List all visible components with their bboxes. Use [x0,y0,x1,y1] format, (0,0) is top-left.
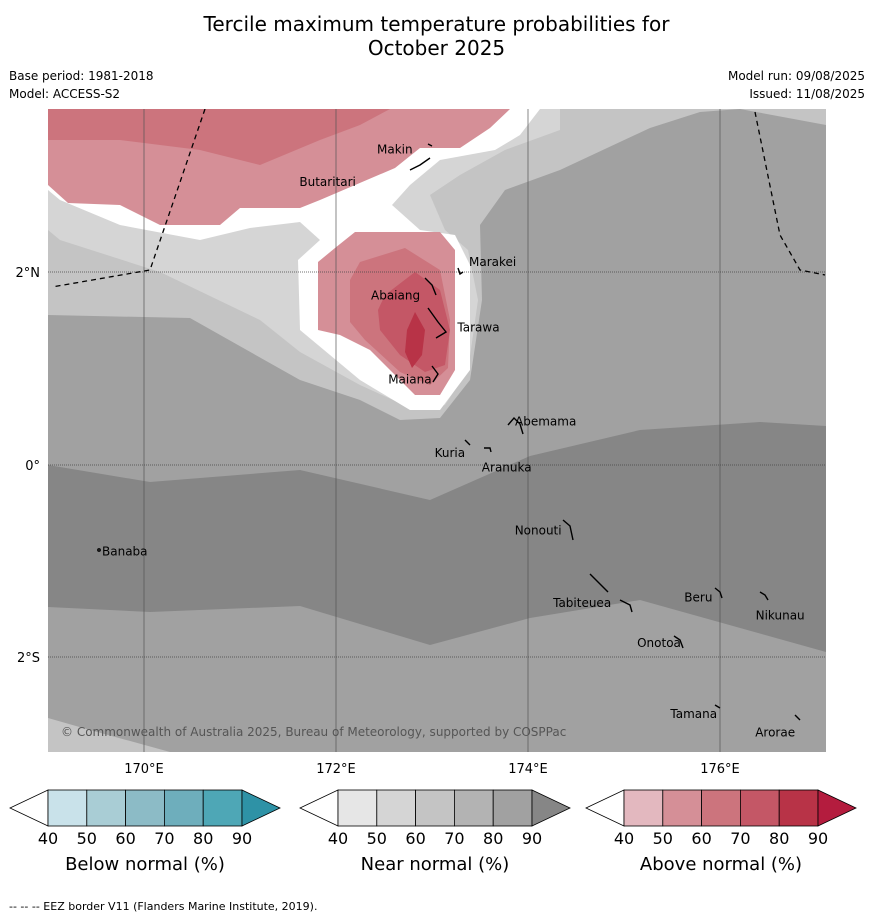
map-figure: Makin Butaritari Marakei Abaiang Tarawa Maian… [9,109,857,848]
colorbar-segment [337,789,378,827]
title-line-1: Tercile maximum temperature probabilitie… [203,12,670,36]
colorbar-segment [47,789,88,827]
base-period: Base period: 1981-2018 [9,69,154,83]
gridlines [143,109,721,752]
place-labels: Makin Butaritari Marakei Abaiang Tarawa Maian… [102,142,805,739]
colorbar-tick-label: 70 [154,829,174,848]
place-label-beru: Beru [684,591,712,605]
colorbar-tick-label: 90 [232,829,252,848]
colorbar-segment [453,789,494,827]
colorbar-high-extension [241,789,281,827]
colorbar-tick-label: 70 [730,829,750,848]
lat-tick-label: 0° [25,459,40,474]
lat-tick-label: 2°S [17,651,40,666]
place-label-tarawa: Tarawa [456,321,499,335]
colorbar-segment [662,789,702,827]
colorbar-segment [415,789,455,827]
lat-tick-labels: 2°N 0° 2°S [16,266,41,666]
model-run: Model run: 09/08/2025 [727,69,865,83]
contour-above-50-north [48,109,390,165]
eez-footer-note: -- -- -- EEZ border V11 (Flanders Marine… [9,900,318,913]
model-name: Model: ACCESS-S2 [9,87,121,101]
colorbar-tick-label: 40 [38,829,58,848]
copyright-notice: © Commonwealth of Australia 2025, Bureau… [61,725,566,739]
colorbar-tick-label: 50 [653,829,673,848]
colorbar-segment [623,789,664,827]
lon-tick-label: 174°E [508,762,548,777]
lon-tick-label: 170°E [124,762,164,777]
lon-tick-label: 172°E [316,762,356,777]
colorbar-low-extension [299,789,339,827]
place-label-onotoa: Onotoa [637,636,681,650]
colorbar-tick-label: 60 [115,829,135,848]
colorbar-segment [376,789,416,827]
figure-title: Tercile maximum temperature probabilitie… [0,12,873,60]
colorbar-tick-label: 80 [769,829,789,848]
colorbars: 40 50 60 70 80 90 40 50 60 70 80 90 40 50 60 70 80 90 [9,789,857,848]
place-label-abemama: Abemama [515,415,576,429]
colorbar-tick-label: 50 [77,829,97,848]
place-label-tabiteuea: Tabiteuea [552,596,611,610]
colorbar-segment [125,789,165,827]
colorbar-segment [740,789,780,827]
place-label-banaba: Banaba [102,545,148,559]
colorbar-tick-label: 90 [522,829,542,848]
title-line-2: October 2025 [367,36,506,60]
place-label-nikunau: Nikunau [756,609,805,623]
colorbar-high-extension [817,789,857,827]
place-label-maiana: Maiana [388,373,431,387]
map-plot-area: Makin Butaritari Marakei Abaiang Tarawa Maian… [48,109,826,752]
colorbar-tick-label: 80 [483,829,503,848]
place-label-makin: Makin [377,142,413,156]
colorbar-tick-label: 80 [193,829,213,848]
contour-near-70 [48,422,826,652]
place-label-aranuka: Aranuka [482,461,532,475]
lat-tick-label: 2°N [16,266,41,281]
contour-near-bl [48,718,170,752]
eez-border [51,109,826,288]
colorbar-low-extension [585,789,625,827]
place-label-abaiang: Abaiang [371,288,420,302]
lon-tick-label: 176°E [700,762,740,777]
colorbar-tick-label: 70 [444,829,464,848]
contour-above-70-central [405,312,425,368]
place-label-marakei: Marakei [469,255,516,269]
lon-tick-labels: 170°E 172°E 174°E 176°E [124,762,740,777]
colorbar-tick-label: 40 [328,829,348,848]
below-normal-label: Below normal (%) [65,854,225,875]
colorbar-segment [202,789,243,827]
place-label-kuria: Kuria [435,446,466,460]
colorbar-segment [163,789,204,827]
contour-south [48,600,826,752]
colorbar-tick-label: 50 [367,829,387,848]
colorbar-tick-label: 90 [808,829,828,848]
above-normal-label: Above normal (%) [639,854,803,875]
colorbar-low-extension [9,789,49,827]
colorbar-high-extension [531,789,571,827]
colorbar-segment [701,789,741,827]
colorbar-segment [86,789,127,827]
place-label-butaritari: Butaritari [299,175,356,189]
colorbar-tick-label: 60 [691,829,711,848]
place-label-arorae: Arorae [755,725,795,739]
issued-date: Issued: 11/08/2025 [749,87,865,101]
place-label-tamana: Tamana [669,707,717,721]
colorbar-tick-label: 60 [405,829,425,848]
near-normal-label: Near normal (%) [360,854,510,875]
island-outlines [97,143,801,721]
colorbar-tick-label: 40 [614,829,634,848]
colorbar-segment [778,789,819,827]
colorbar-segment [492,789,533,827]
place-label-nonouti: Nonouti [515,524,562,538]
